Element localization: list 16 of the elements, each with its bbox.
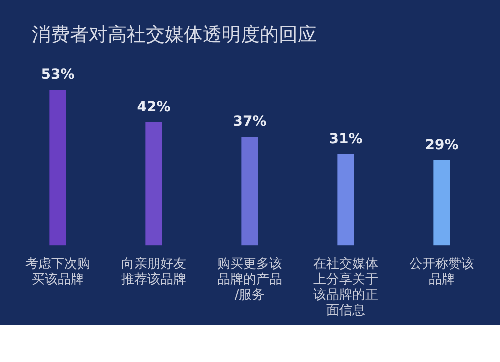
data-label: 53% (41, 67, 75, 84)
data-label: 29% (425, 137, 459, 154)
x-tick-label: 向亲朋好友推荐该品牌 (122, 256, 186, 288)
x-tick-label: 考虑下次购买该品牌 (26, 256, 90, 288)
bar (338, 154, 354, 246)
bar (434, 160, 450, 246)
chart-title: 消费者对高社交媒体透明度的回应 (32, 23, 317, 48)
data-label: 37% (233, 114, 267, 130)
x-tick-label: 在社交媒体上分享关于该品牌的正面信息 (314, 256, 378, 319)
bar (146, 122, 162, 246)
bar (50, 90, 66, 246)
x-tick-label: 购买更多该品牌的产品/服务 (218, 256, 282, 303)
bar (242, 136, 258, 246)
data-label: 31% (329, 132, 363, 148)
x-tick-label: 公开称赞该品牌 (410, 256, 474, 288)
data-label: 42% (137, 99, 171, 116)
